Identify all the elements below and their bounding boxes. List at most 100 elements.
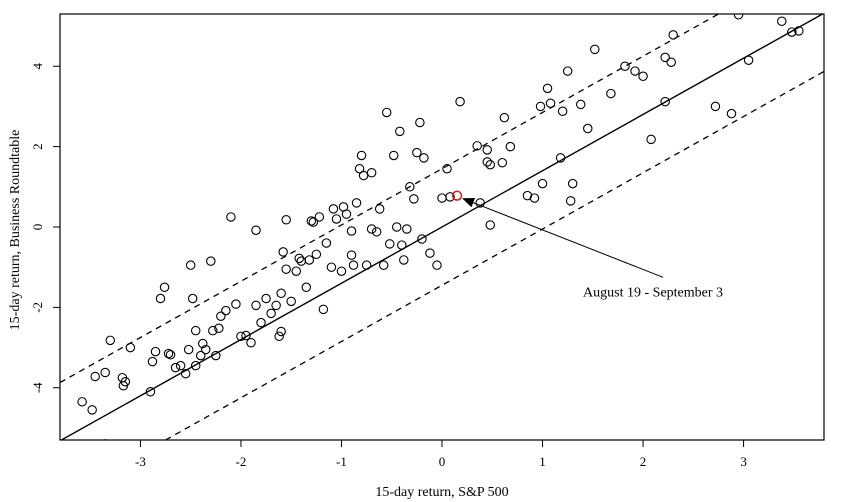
data-point	[726, 108, 737, 119]
data-point	[190, 360, 201, 371]
data-point	[291, 266, 301, 276]
data-point	[505, 141, 516, 152]
data-point	[241, 330, 251, 341]
data-point	[185, 260, 196, 270]
data-point	[256, 317, 266, 328]
x-tick-label: 3	[740, 454, 747, 469]
data-point	[266, 308, 276, 319]
data-point	[175, 360, 186, 371]
data-point	[710, 101, 721, 112]
data-point	[361, 260, 372, 270]
data-point	[590, 44, 600, 55]
data-point	[271, 300, 281, 311]
data-point	[190, 325, 201, 336]
data-point	[743, 55, 754, 65]
data-point	[318, 304, 329, 315]
data-point	[226, 212, 236, 222]
data-point	[395, 126, 405, 137]
y-tick-label: 0	[30, 224, 45, 231]
data-point	[432, 260, 442, 270]
data-point	[381, 107, 392, 118]
data-point	[405, 182, 415, 192]
data-point	[399, 255, 409, 265]
data-point	[236, 331, 246, 342]
data-point	[120, 376, 131, 387]
data-point	[105, 335, 116, 346]
fit-line	[60, 14, 824, 440]
data-point	[278, 247, 288, 257]
data-point	[412, 147, 422, 158]
data-point	[102, 439, 108, 440]
data-point	[437, 193, 447, 203]
data-point	[388, 150, 399, 161]
x-axis-label: 15-day return, S&P 500	[375, 485, 508, 500]
highlight-point	[451, 190, 463, 201]
data-point	[341, 209, 352, 219]
data-point	[165, 350, 176, 360]
data-point	[100, 367, 110, 378]
x-tick-label: 1	[539, 454, 546, 469]
x-axis: -3 -2 -1 0 1 2 3	[135, 440, 747, 469]
data-point	[214, 323, 224, 334]
y-tick-label: -4	[30, 382, 45, 393]
data-point	[145, 387, 156, 397]
data-point	[281, 215, 291, 225]
data-point	[311, 249, 322, 260]
data-point	[366, 167, 377, 178]
data-point	[535, 101, 546, 112]
fit-line-group	[60, 14, 824, 440]
data-point	[445, 192, 455, 202]
data-point	[646, 134, 656, 145]
data-point	[351, 198, 362, 208]
data-point	[620, 61, 630, 71]
data-point	[246, 337, 256, 348]
data-point	[180, 368, 191, 379]
data-point	[499, 112, 510, 123]
data-point	[306, 216, 317, 226]
data-point	[274, 331, 284, 342]
data-point	[321, 238, 332, 248]
y-tick-label: -2	[30, 302, 45, 313]
data-point	[485, 159, 496, 170]
data-point	[733, 14, 744, 20]
data-point	[522, 190, 533, 201]
data-point	[87, 405, 97, 415]
data-point	[472, 141, 482, 151]
data-point	[195, 350, 206, 361]
data-point	[150, 346, 161, 357]
data-point	[419, 153, 429, 163]
data-point	[555, 153, 566, 163]
data-point	[575, 99, 586, 110]
data-point	[378, 260, 389, 270]
data-point	[170, 362, 181, 373]
data-point	[630, 66, 640, 76]
data-point	[356, 150, 367, 161]
data-point	[314, 212, 325, 222]
data-point	[529, 193, 540, 203]
x-tick-label: -2	[236, 454, 247, 469]
data-point	[336, 266, 347, 276]
data-point	[221, 305, 231, 316]
data-point	[583, 123, 593, 134]
data-point	[308, 217, 319, 227]
data-point	[276, 288, 286, 299]
data-point	[660, 52, 670, 63]
data-point	[159, 282, 170, 293]
data-point	[77, 397, 87, 407]
data-point	[261, 293, 271, 304]
data-point	[331, 214, 342, 224]
data-point	[251, 300, 261, 311]
data-point	[666, 57, 676, 67]
data-point	[475, 198, 485, 208]
data-point	[425, 248, 435, 258]
band-line-lower	[164, 70, 824, 440]
y-tick-label: 2	[30, 143, 45, 150]
data-point	[208, 325, 218, 336]
data-point	[537, 178, 548, 189]
data-point	[442, 163, 452, 174]
data-point	[794, 26, 804, 36]
y-axis: -4 -2 0 2 4	[30, 62, 60, 393]
data-point	[346, 250, 357, 260]
data-point	[328, 204, 339, 214]
data-point	[668, 30, 678, 40]
